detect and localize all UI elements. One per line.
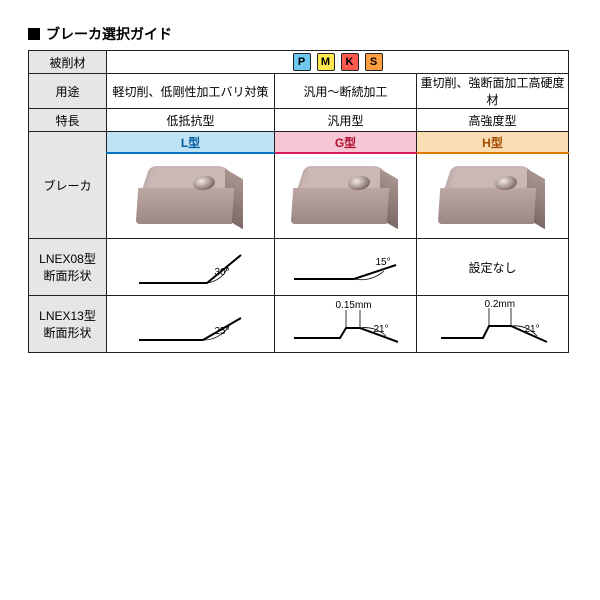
profile-H-13: 0.2mm 21° xyxy=(417,296,569,353)
land-G-13: 0.15mm xyxy=(336,300,372,311)
typename-G: G型 xyxy=(275,132,417,154)
feature-G: 汎用型 xyxy=(275,109,417,132)
use-G: 汎用～断続加工 xyxy=(275,74,417,109)
typename-L: L型 xyxy=(107,132,275,154)
square-bullet-icon xyxy=(28,28,40,40)
profile-H-08: 設定なし xyxy=(417,239,569,296)
section-title: ブレーカ選択ガイド xyxy=(28,24,572,44)
insert-image-G xyxy=(275,153,417,239)
use-H: 重切削、強断面加工高硬度材 xyxy=(417,74,569,109)
material-badges-cell: P M K S xyxy=(107,51,569,74)
badge-p: P xyxy=(293,53,311,71)
insert-image-H xyxy=(417,153,569,239)
rowlabel-material: 被削材 xyxy=(29,51,107,74)
use-L: 軽切削、低剛性加工バリ対策 xyxy=(107,74,275,109)
row-lnex13: LNEX13型 断面形状 25° 0.15mm 21° 0.2mm 21° xyxy=(29,296,569,353)
angle-H-13: 21° xyxy=(525,324,540,335)
row-breaker: ブレーカ L型 G型 H型 xyxy=(29,132,569,154)
breaker-guide-table: 被削材 P M K S 用途 軽切削、低剛性加工バリ対策 汎用～断続加工 重切削… xyxy=(28,50,569,353)
text-H-08: 設定なし xyxy=(469,261,517,275)
row-use: 用途 軽切削、低剛性加工バリ対策 汎用～断続加工 重切削、強断面加工高硬度材 xyxy=(29,74,569,109)
title-text: ブレーカ選択ガイド xyxy=(46,24,172,44)
badge-s: S xyxy=(365,53,383,71)
feature-H: 高強度型 xyxy=(417,109,569,132)
angle-G-13: 21° xyxy=(374,324,389,335)
profile-L-13: 25° xyxy=(107,296,275,353)
rowlabel-use: 用途 xyxy=(29,74,107,109)
badge-k: K xyxy=(341,53,359,71)
rowlabel-lnex08: LNEX08型 断面形状 xyxy=(29,239,107,296)
row-feature: 特長 低抵抗型 汎用型 高強度型 xyxy=(29,109,569,132)
angle-L-08: 30° xyxy=(215,267,230,278)
row-lnex08: LNEX08型 断面形状 30° 15° 設定なし xyxy=(29,239,569,296)
profile-G-08: 15° xyxy=(275,239,417,296)
rowlabel-breaker: ブレーカ xyxy=(29,132,107,239)
land-H-13: 0.2mm xyxy=(485,299,516,310)
rowlabel-feature: 特長 xyxy=(29,109,107,132)
badge-m: M xyxy=(317,53,335,71)
angle-L-13: 25° xyxy=(215,326,230,337)
row-material: 被削材 P M K S xyxy=(29,51,569,74)
row-breaker-images xyxy=(29,153,569,239)
angle-G-08: 15° xyxy=(376,257,391,268)
profile-L-08: 30° xyxy=(107,239,275,296)
feature-L: 低抵抗型 xyxy=(107,109,275,132)
insert-image-L xyxy=(107,153,275,239)
profile-G-13: 0.15mm 21° xyxy=(275,296,417,353)
typename-H: H型 xyxy=(417,132,569,154)
rowlabel-lnex13: LNEX13型 断面形状 xyxy=(29,296,107,353)
